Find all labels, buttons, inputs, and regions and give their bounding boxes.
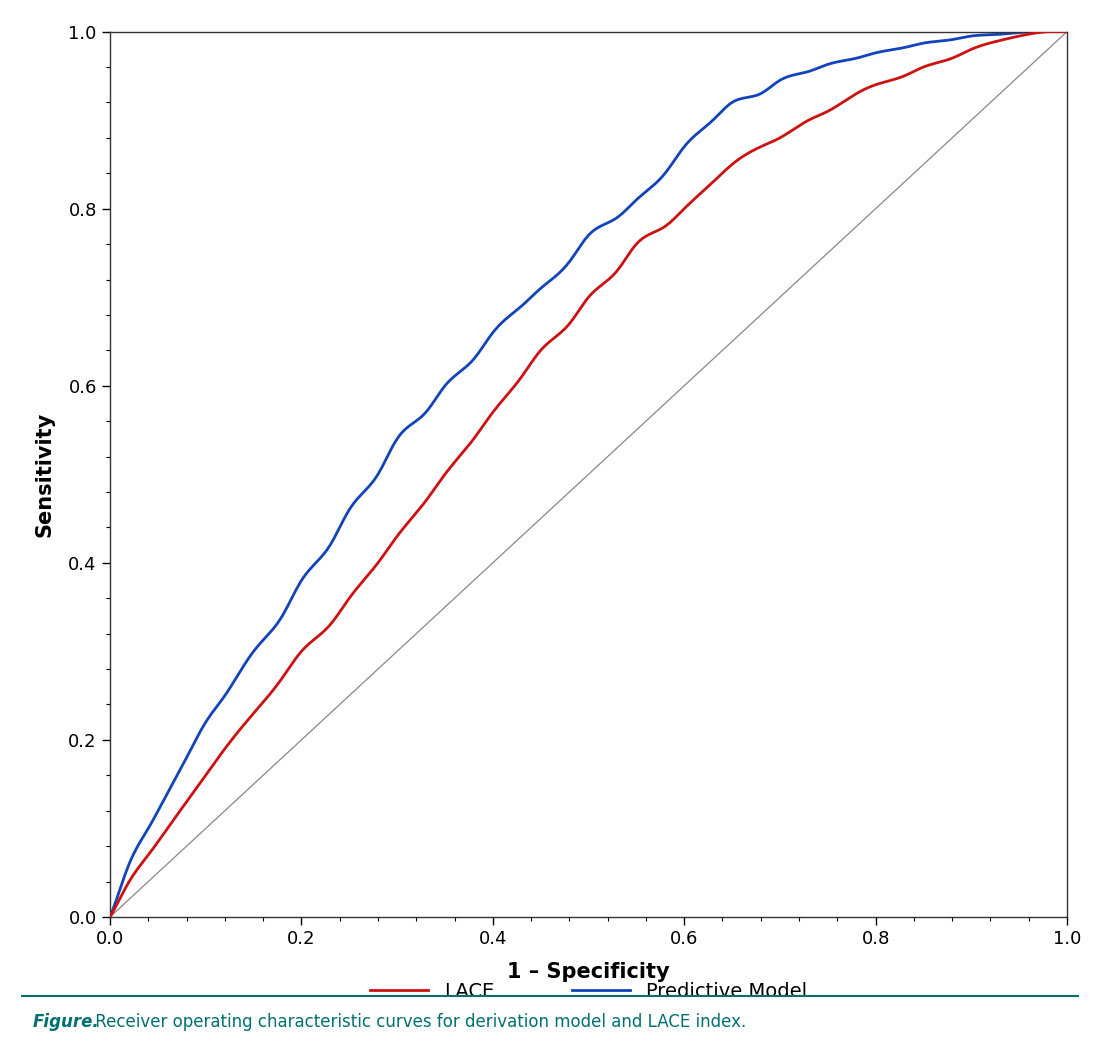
Text: Receiver operating characteristic curves for derivation model and LACE index.: Receiver operating characteristic curves… xyxy=(90,1013,747,1032)
Legend: LACE, Predictive Model: LACE, Predictive Model xyxy=(362,975,815,1009)
X-axis label: 1 – Specificity: 1 – Specificity xyxy=(507,962,670,982)
Text: Figure.: Figure. xyxy=(33,1013,100,1032)
Y-axis label: Sensitivity: Sensitivity xyxy=(34,412,54,536)
